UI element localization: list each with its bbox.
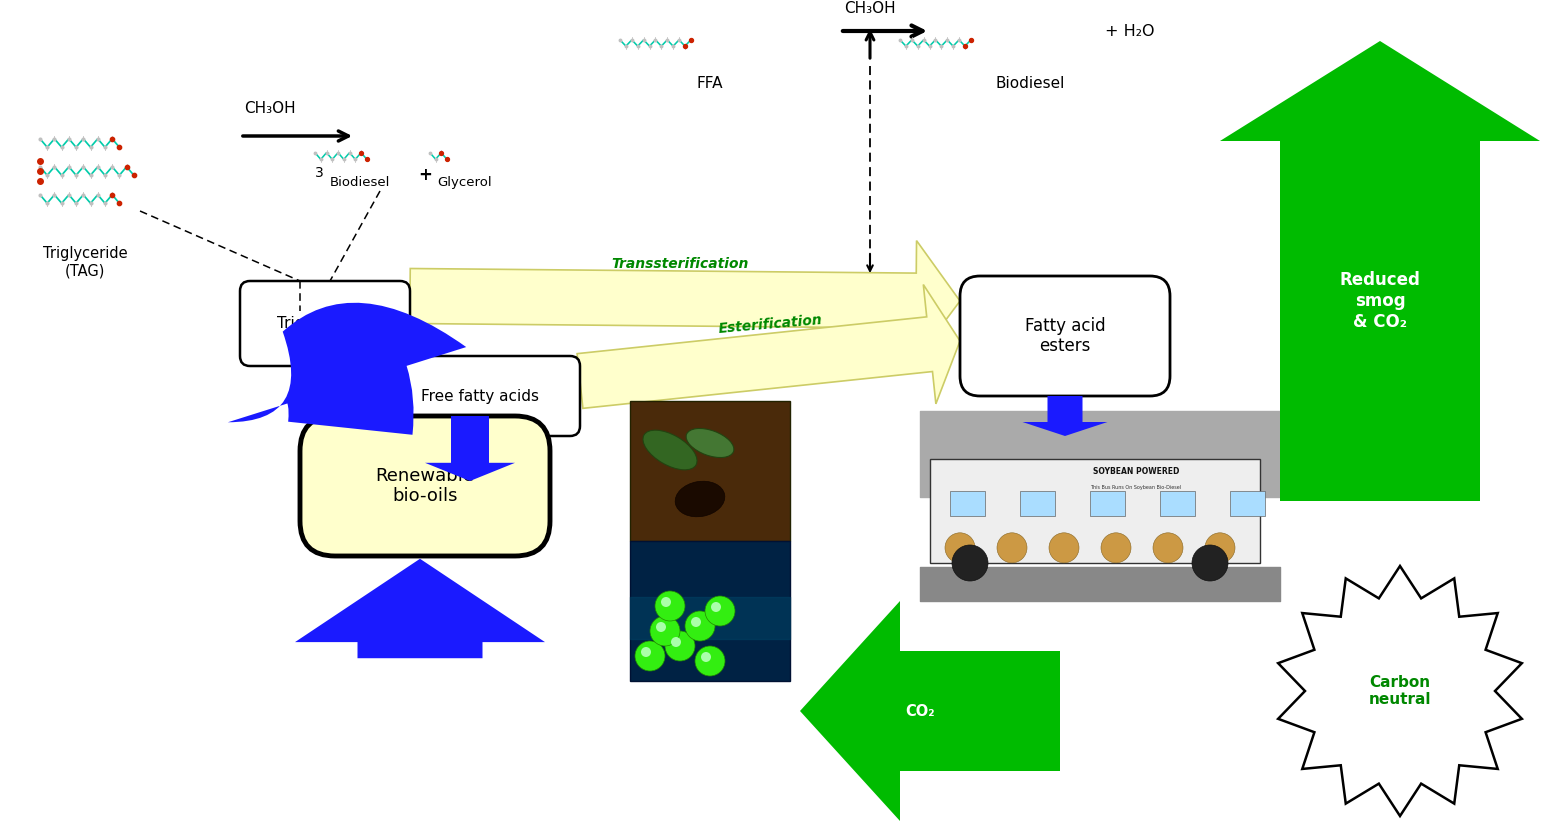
Circle shape bbox=[641, 647, 652, 657]
Circle shape bbox=[1101, 533, 1130, 563]
Text: + H₂O: + H₂O bbox=[1106, 24, 1154, 39]
Circle shape bbox=[672, 637, 681, 647]
Text: Free fatty acids: Free fatty acids bbox=[421, 388, 540, 403]
Text: Transsterification: Transsterification bbox=[611, 257, 748, 271]
FancyBboxPatch shape bbox=[630, 401, 790, 541]
Circle shape bbox=[666, 631, 695, 661]
Text: Carbon
neutral: Carbon neutral bbox=[1368, 675, 1431, 707]
FancyBboxPatch shape bbox=[1230, 490, 1266, 516]
Ellipse shape bbox=[642, 430, 697, 470]
Polygon shape bbox=[1221, 41, 1539, 501]
Circle shape bbox=[1152, 533, 1183, 563]
Text: CO₂: CO₂ bbox=[905, 704, 935, 718]
Circle shape bbox=[704, 596, 736, 626]
Circle shape bbox=[661, 597, 672, 607]
Circle shape bbox=[952, 545, 987, 581]
Text: CH₃OH: CH₃OH bbox=[844, 1, 896, 16]
FancyBboxPatch shape bbox=[1090, 490, 1124, 516]
Text: SOYBEAN POWERED: SOYBEAN POWERED bbox=[1093, 467, 1179, 476]
Text: Biodiesel: Biodiesel bbox=[330, 176, 390, 189]
Circle shape bbox=[1205, 533, 1235, 563]
Text: Renewable
bio-oils: Renewable bio-oils bbox=[375, 466, 474, 506]
Circle shape bbox=[655, 591, 686, 621]
Circle shape bbox=[711, 602, 722, 612]
Circle shape bbox=[690, 617, 701, 627]
Text: Reduced
smog
& CO₂: Reduced smog & CO₂ bbox=[1339, 271, 1420, 331]
Circle shape bbox=[1193, 545, 1228, 581]
Text: FFA: FFA bbox=[697, 76, 723, 91]
Circle shape bbox=[701, 652, 711, 662]
Circle shape bbox=[686, 611, 715, 641]
FancyBboxPatch shape bbox=[239, 281, 411, 366]
Ellipse shape bbox=[686, 429, 734, 457]
Ellipse shape bbox=[675, 481, 725, 516]
Circle shape bbox=[945, 533, 975, 563]
Text: 3: 3 bbox=[316, 166, 323, 180]
FancyBboxPatch shape bbox=[1020, 490, 1054, 516]
FancyBboxPatch shape bbox=[959, 276, 1169, 396]
FancyBboxPatch shape bbox=[630, 541, 790, 681]
Text: Fatty acid
esters: Fatty acid esters bbox=[1025, 317, 1106, 355]
FancyBboxPatch shape bbox=[379, 356, 580, 436]
Polygon shape bbox=[411, 241, 959, 360]
FancyBboxPatch shape bbox=[930, 458, 1260, 563]
Circle shape bbox=[656, 622, 666, 632]
Text: CH₃OH: CH₃OH bbox=[244, 101, 295, 116]
Polygon shape bbox=[1278, 566, 1522, 816]
Text: Esterification: Esterification bbox=[717, 313, 823, 336]
Circle shape bbox=[650, 616, 680, 646]
Text: This Bus Runs On Soybean Bio-Diesel: This Bus Runs On Soybean Bio-Diesel bbox=[1090, 484, 1182, 489]
FancyBboxPatch shape bbox=[950, 490, 984, 516]
Circle shape bbox=[997, 533, 1026, 563]
Text: +: + bbox=[418, 166, 432, 184]
Circle shape bbox=[1050, 533, 1079, 563]
FancyBboxPatch shape bbox=[300, 416, 550, 556]
Polygon shape bbox=[425, 416, 515, 481]
Polygon shape bbox=[799, 601, 1061, 821]
Text: Triglycerides: Triglycerides bbox=[277, 316, 373, 331]
Circle shape bbox=[695, 646, 725, 676]
Circle shape bbox=[634, 641, 666, 671]
Polygon shape bbox=[1023, 396, 1107, 436]
Polygon shape bbox=[577, 285, 959, 408]
Text: Biodiesel: Biodiesel bbox=[995, 76, 1065, 91]
Text: Triglyceride
(TAG): Triglyceride (TAG) bbox=[42, 246, 128, 278]
Text: Glycerol: Glycerol bbox=[437, 176, 493, 189]
FancyBboxPatch shape bbox=[1160, 490, 1194, 516]
